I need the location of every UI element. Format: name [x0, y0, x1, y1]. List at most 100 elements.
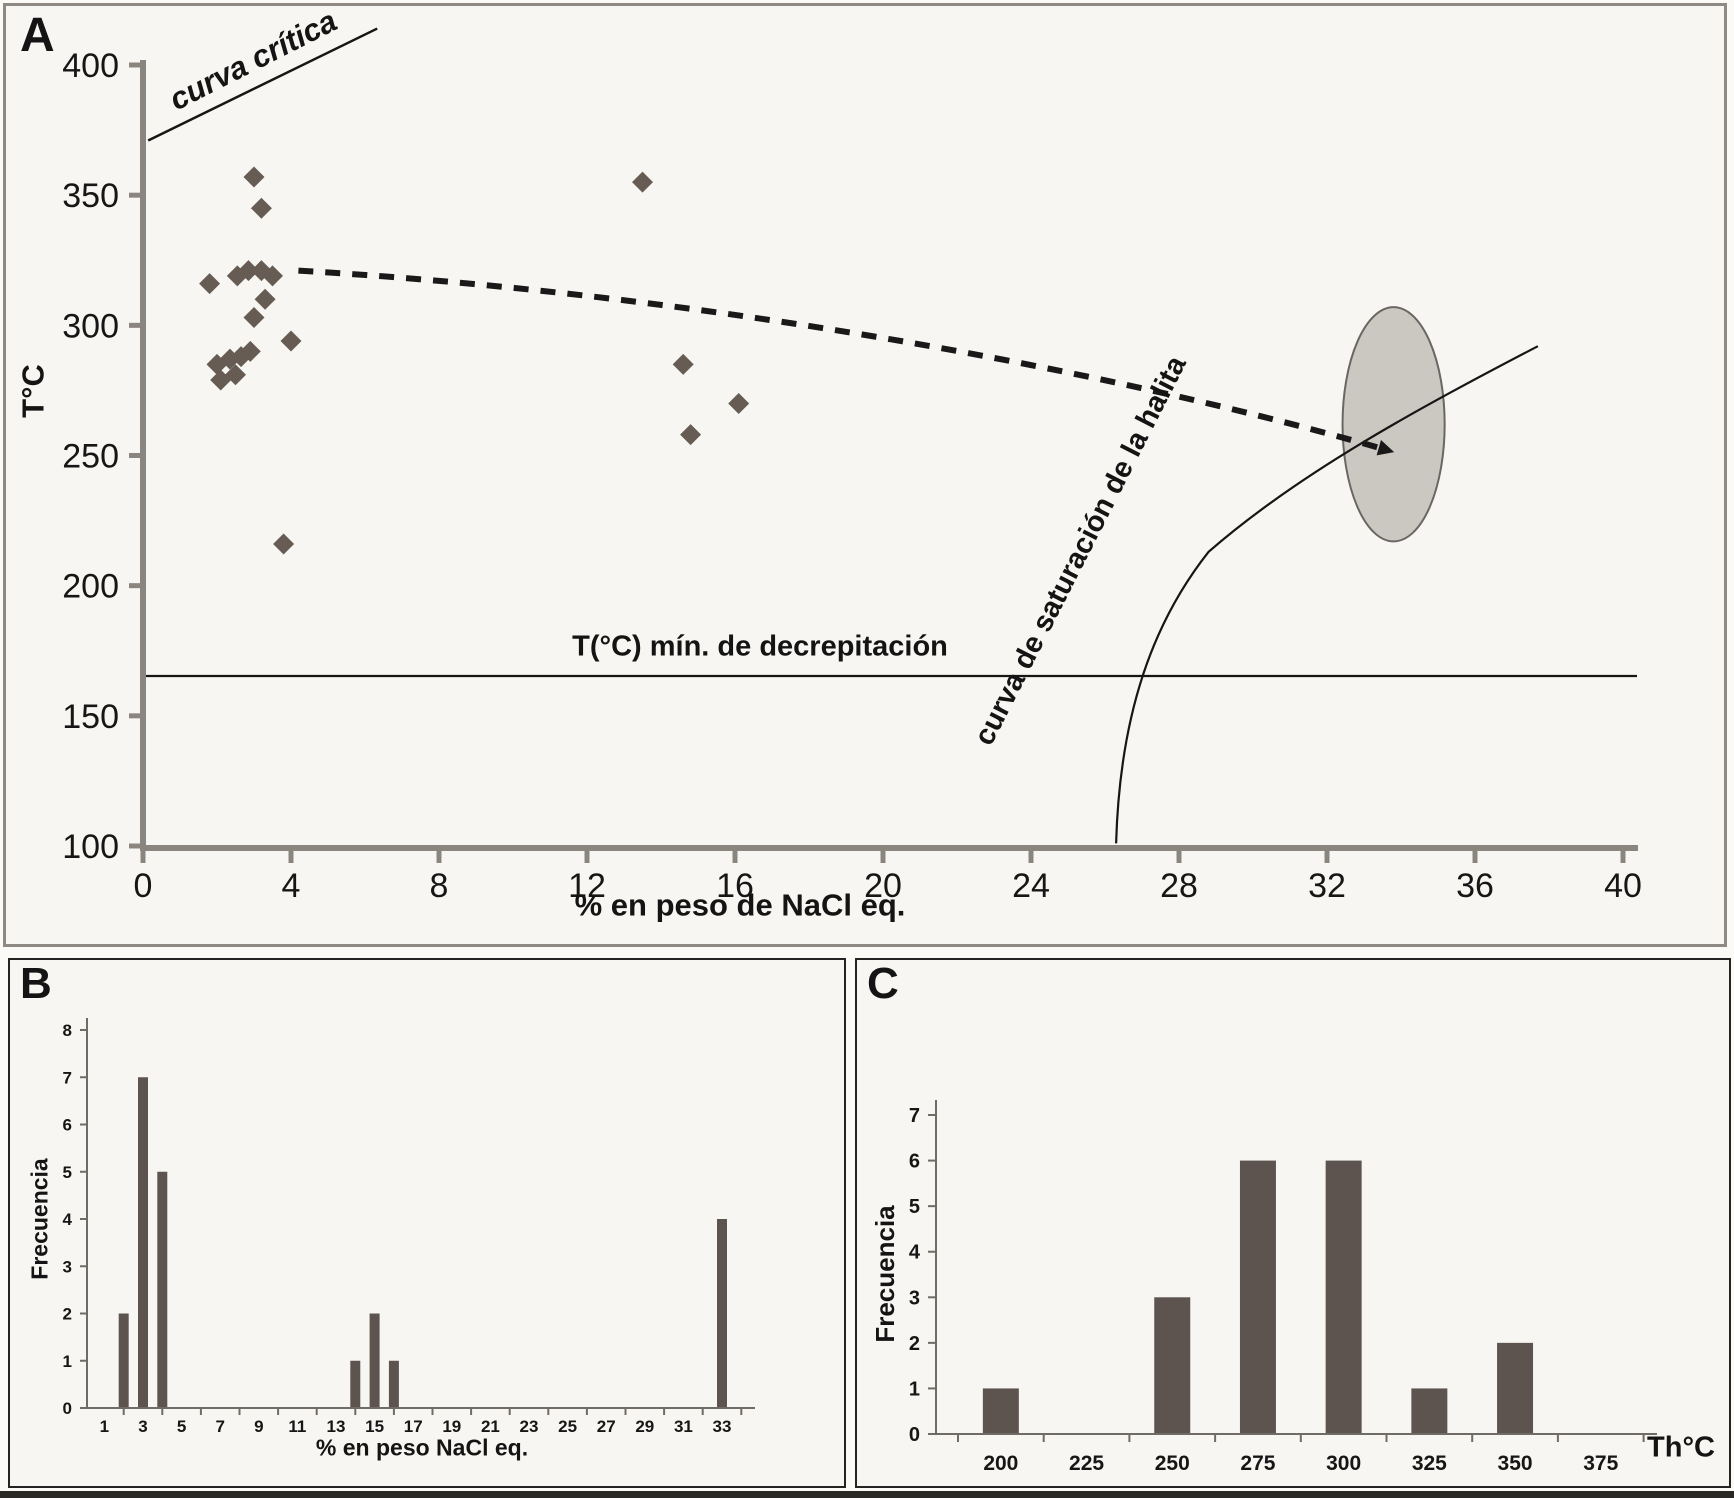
y-tick-label: 250: [62, 438, 119, 476]
scatter-point: [280, 330, 302, 352]
x-tick-label: 13: [327, 1417, 346, 1436]
panel-b-letter: B: [20, 959, 52, 1008]
trend-arrow-dashed-curve: [298, 267, 1380, 451]
scatter-point: [243, 166, 265, 188]
y-tick-label: 0: [63, 1399, 72, 1418]
scatter-point: [262, 265, 283, 287]
critical-curve-line: [147, 27, 378, 142]
x-tick-label: 250: [1155, 1452, 1190, 1475]
histogram-bar-250: [1154, 1297, 1191, 1434]
x-tick-label: 31: [674, 1417, 693, 1436]
trend-arrowhead: [1376, 440, 1395, 456]
y-tick-label: 300: [62, 307, 119, 345]
x-tick-label: 225: [1069, 1452, 1104, 1475]
x-tick-label: 200: [983, 1452, 1018, 1475]
x-tick-label: 275: [1240, 1452, 1275, 1475]
scatter-point: [243, 307, 265, 329]
scatter-point: [199, 273, 221, 295]
histogram-bar-3: [138, 1077, 148, 1408]
panel-c-x-axis-title: Th°C: [1647, 1431, 1715, 1464]
decrepitation-label: T(°C) mín. de decrepitación: [572, 630, 948, 663]
x-tick-label: 28: [1160, 867, 1198, 905]
y-tick-label: 2: [909, 1333, 920, 1355]
x-tick-label: 4: [282, 867, 301, 905]
histogram-bar-300: [1325, 1160, 1362, 1434]
panel-c-plot: 0 1 2 3 4 5 6 7 200 225 250 275 300 325 350 375: [909, 1100, 1657, 1475]
y-tick-label: 3: [63, 1257, 72, 1276]
x-tick-label: 300: [1326, 1452, 1361, 1475]
halite-saturation-curve: [1115, 345, 1539, 844]
histogram-bar-14: [350, 1360, 361, 1408]
x-tick-label: 12: [568, 867, 606, 905]
x-tick-label: 29: [635, 1417, 654, 1436]
x-tick-label: 350: [1498, 1452, 1533, 1475]
x-tick-label: 8: [430, 867, 449, 905]
x-tick-label: 40: [1604, 867, 1642, 905]
panel-a-x-axis-title: % en peso de NaCl eq.: [574, 887, 906, 923]
panel-a: 100 150 200 250 300 350 400 0 4 8 12 16 20 24 28 32 36 40…: [3, 3, 1727, 947]
x-tick-label: 7: [215, 1417, 224, 1436]
x-tick-label: 15: [365, 1417, 384, 1436]
x-tick-label: 27: [597, 1417, 616, 1436]
panel-a-y-axis-title: T°C: [15, 364, 51, 418]
x-tick-label: 25: [558, 1417, 577, 1436]
scatter-point: [672, 353, 694, 375]
panel-c-letter: C: [867, 959, 899, 1008]
x-tick-label: 375: [1583, 1452, 1618, 1475]
histogram-bar-15: [369, 1313, 380, 1408]
y-tick-label: 5: [909, 1196, 920, 1218]
y-tick-label: 100: [62, 828, 119, 866]
histogram-bar-325: [1411, 1388, 1448, 1434]
y-tick-label: 400: [62, 47, 119, 85]
x-tick-label: 32: [1308, 867, 1346, 905]
histogram-bar-275: [1239, 1160, 1276, 1434]
y-tick-label: 1: [909, 1378, 920, 1400]
x-tick-label: 23: [520, 1417, 539, 1436]
y-tick-label: 5: [63, 1163, 72, 1182]
x-tick-label: 11: [288, 1417, 306, 1436]
y-tick-label: 2: [63, 1305, 72, 1324]
y-tick-label: 6: [909, 1151, 920, 1173]
y-tick-label: 350: [62, 177, 119, 215]
x-tick-label: 9: [254, 1417, 263, 1436]
scatter-point: [237, 260, 259, 282]
panel-a-plot: 100 150 200 250 300 350 400 0 4 8 12 16 20 24 28 32 36 40: [62, 27, 1642, 905]
x-tick-label: 33: [713, 1417, 732, 1436]
histogram-bar-2: [118, 1313, 129, 1408]
y-tick-label: 4: [63, 1210, 73, 1229]
y-tick-label: 7: [63, 1068, 72, 1087]
x-tick-label: 36: [1456, 867, 1494, 905]
y-tick-label: 4: [909, 1242, 921, 1264]
x-tick-label: 325: [1412, 1452, 1447, 1475]
panel-b: 0 1 2 3 4 5 6 7 8 1 3 5 7 9 11 13 15 17 19 21 23 25 27 29 31 33 B…: [8, 958, 846, 1488]
y-tick-label: 150: [62, 698, 119, 736]
x-tick-label: 24: [1012, 867, 1050, 905]
histogram-bar-350: [1497, 1342, 1534, 1434]
panel-b-y-axis-title: Frecuencia: [26, 1158, 53, 1280]
scatter-point: [632, 171, 653, 193]
panel-c: 0 1 2 3 4 5 6 7 200 225 250 275 300 325 350 375 C Th°C …: [855, 958, 1731, 1488]
scatter-point: [273, 533, 295, 555]
panel-a-letter: A: [20, 9, 55, 62]
x-tick-label: 17: [404, 1417, 423, 1436]
histogram-bar-4: [157, 1171, 168, 1408]
scatter-point: [225, 364, 246, 386]
x-tick-label: 1: [100, 1417, 109, 1436]
scatter-point: [250, 197, 272, 219]
y-tick-label: 8: [63, 1021, 72, 1040]
histogram-bar-33: [717, 1219, 727, 1408]
x-tick-label: 20: [864, 867, 902, 905]
scatter-point: [254, 288, 276, 310]
figure-bottom-border: [0, 1491, 1734, 1498]
y-tick-label: 1: [63, 1352, 72, 1371]
x-tick-label: 21: [481, 1417, 500, 1436]
y-tick-label: 6: [63, 1116, 72, 1135]
y-tick-label: 3: [909, 1287, 920, 1309]
scatter-point: [239, 340, 261, 362]
scatter-point: [680, 424, 702, 446]
scatter-point: [728, 392, 750, 414]
panel-b-x-axis-title: % en peso NaCl eq.: [315, 1434, 529, 1461]
x-tick-label: 19: [442, 1417, 461, 1436]
